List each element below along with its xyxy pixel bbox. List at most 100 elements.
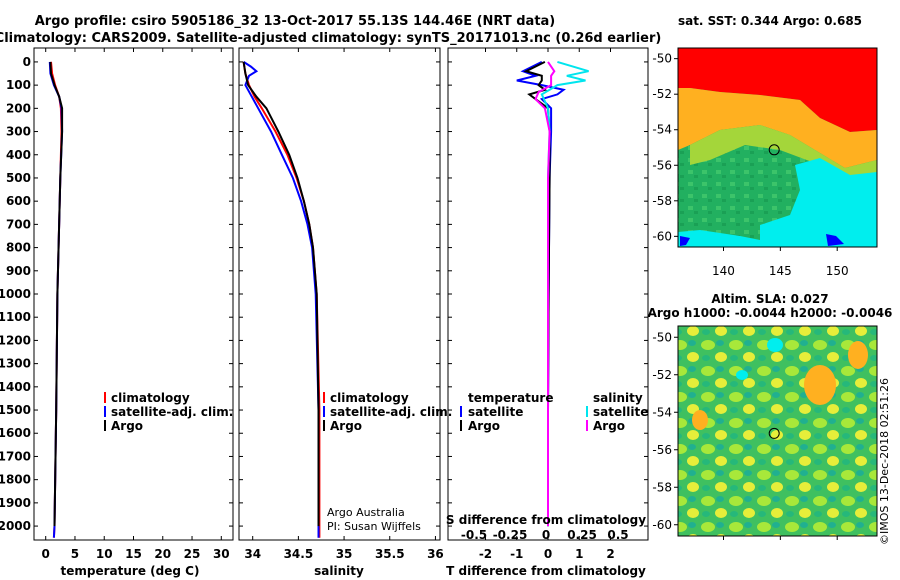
sla-map-title: Altim. SLA: 0.027 xyxy=(711,292,828,306)
temperature-legend: climatology satellite-adj. clim. Argo xyxy=(104,391,233,433)
map-lat-label: -54 xyxy=(652,123,672,137)
map-lat-label: -56 xyxy=(652,443,672,457)
sla-high-anomaly-2 xyxy=(848,341,868,369)
sla-map-subtitle: Argo h1000: -0.0044 h2000: -0.0046 xyxy=(648,306,893,320)
sla-field xyxy=(678,326,877,536)
legend-satellite-label: satellite-adj. clim. xyxy=(111,405,233,419)
map-lon-label: 140 xyxy=(712,264,735,278)
map-lat-label: -54 xyxy=(652,405,672,419)
sla-high-anomaly xyxy=(804,365,836,405)
map-lat-label: -56 xyxy=(652,158,672,172)
map-lat-label: -50 xyxy=(652,330,672,344)
legend-s-argo-swatch xyxy=(586,420,588,431)
legend-climatology-label: climatology xyxy=(111,391,190,405)
x-tick-label: 20 xyxy=(154,547,171,561)
sst-map: sat. SST: 0.344 Argo: 0.685 140 145 150 -50… xyxy=(652,14,878,278)
argo-location-marker xyxy=(768,144,780,156)
sla-map-frame xyxy=(677,325,878,537)
map-lon-label: 150 xyxy=(826,264,849,278)
map-lon-label: 140 xyxy=(712,578,735,580)
depth-tick-label: 1700 xyxy=(0,449,31,463)
series-line-s-argo xyxy=(534,61,556,527)
x-tick-label: 34 xyxy=(244,547,261,561)
legend-satellite-label: satellite-adj. clim. xyxy=(330,405,452,419)
legend-t-satellite-label: satellite xyxy=(468,405,523,419)
x-tick-label: 0 xyxy=(544,547,552,561)
salinity-xlabel: salinity xyxy=(314,564,364,578)
temperature-xlabel: temperature (deg C) xyxy=(61,564,200,578)
legend-argo-swatch xyxy=(104,420,106,431)
depth-tick-label: 1900 xyxy=(0,496,31,510)
legend-climatology-swatch xyxy=(323,392,325,403)
copyright-credit: ©IMOS 13-Dec-2018 02:51:26 xyxy=(878,378,891,545)
sla-low-anomaly-2 xyxy=(736,370,748,380)
difference-legend: temperature satellite Argo salinity sate… xyxy=(460,391,648,433)
difference-panel: -2 -1 0 1 2 T difference from climatology S … xyxy=(446,47,649,578)
x-tick-label: -1 xyxy=(510,547,523,561)
x-tick-label: 35 xyxy=(336,547,353,561)
depth-tick-label: 600 xyxy=(6,194,31,208)
depth-tick-label: 800 xyxy=(6,241,31,255)
legend-argo-label: Argo xyxy=(111,419,143,433)
temperature-axes xyxy=(33,47,234,541)
map-lat-label: -60 xyxy=(652,518,672,532)
t-difference-xlabel: T difference from climatology xyxy=(446,564,646,578)
s-diff-tick-label: -0.5 xyxy=(461,528,487,542)
map-lon-label: 145 xyxy=(769,264,792,278)
s-diff-tick-label: 0 xyxy=(542,528,550,542)
legend-t-satellite-swatch xyxy=(460,406,462,417)
depth-tick-label: 200 xyxy=(6,101,31,115)
depth-tick-label: 500 xyxy=(6,171,31,185)
legend-argo-swatch xyxy=(323,420,325,431)
legend-s-argo-label: Argo xyxy=(593,419,625,433)
sst-map-title: sat. SST: 0.344 Argo: 0.685 xyxy=(678,14,862,28)
map-lat-label: -58 xyxy=(652,194,672,208)
s-diff-tick-label: 0.5 xyxy=(607,528,628,542)
sst-zone-orange xyxy=(678,88,877,168)
depth-tick-label: 1500 xyxy=(0,403,31,417)
legend-t-argo-swatch xyxy=(460,420,462,431)
legend-climatology-label: climatology xyxy=(330,391,409,405)
x-tick-label: 2 xyxy=(606,547,614,561)
salinity-legend: climatology satellite-adj. clim. Argo xyxy=(323,391,452,433)
sst-zone-red xyxy=(678,48,877,132)
depth-tick-label: 1100 xyxy=(0,310,31,324)
sst-map-frame xyxy=(677,47,878,248)
sla-low-anomaly xyxy=(767,338,783,352)
depth-tick-label: 100 xyxy=(6,78,31,92)
legend-satellite-swatch xyxy=(104,406,106,417)
sst-zone-cyan xyxy=(760,158,877,247)
depth-tick-label: 300 xyxy=(6,125,31,139)
map-lat-label: -52 xyxy=(652,87,672,101)
depth-tick-label: 1400 xyxy=(0,380,31,394)
series-line-satellite-adj-clim xyxy=(243,61,320,538)
depth-tick-label: 700 xyxy=(6,217,31,231)
x-tick-label: 0 xyxy=(42,547,50,561)
depth-tick-label: 1800 xyxy=(0,473,31,487)
argo-location-marker xyxy=(768,427,780,439)
depth-tick-label: 1000 xyxy=(0,287,31,301)
s-diff-tick-label: 0.25 xyxy=(567,528,597,542)
x-tick-label: 5 xyxy=(71,547,79,561)
legend-s-satellite-swatch xyxy=(586,406,588,417)
attribution-line2: PI: Susan Wijffels xyxy=(327,520,421,533)
map-lat-label: -52 xyxy=(652,368,672,382)
map-lon-label: 145 xyxy=(769,578,792,580)
depth-tick-label: 900 xyxy=(6,264,31,278)
sst-zone-blue xyxy=(680,236,690,246)
series-line-argo xyxy=(49,61,64,527)
sla-map: Altim. SLA: 0.027 Argo h1000: -0.0044 h2… xyxy=(648,292,893,580)
depth-tick-label: 400 xyxy=(6,148,31,162)
depth-tick-label: 2000 xyxy=(0,519,31,533)
sst-zone-cyan-south xyxy=(678,230,760,247)
legend-salinity-title: salinity xyxy=(593,391,643,405)
temperature-panel: 0100200300400500600700800900100011001200… xyxy=(0,47,234,578)
legend-satellite-swatch xyxy=(323,406,325,417)
x-tick-label: 35.5 xyxy=(375,547,405,561)
salinity-panel: 34 34.5 35 35.5 36 salinity climatology sate… xyxy=(238,47,452,578)
legend-temperature-title: temperature xyxy=(468,391,553,405)
map-lat-label: -50 xyxy=(652,52,672,66)
x-tick-label: -2 xyxy=(479,547,492,561)
series-line-t-argo xyxy=(523,61,551,527)
